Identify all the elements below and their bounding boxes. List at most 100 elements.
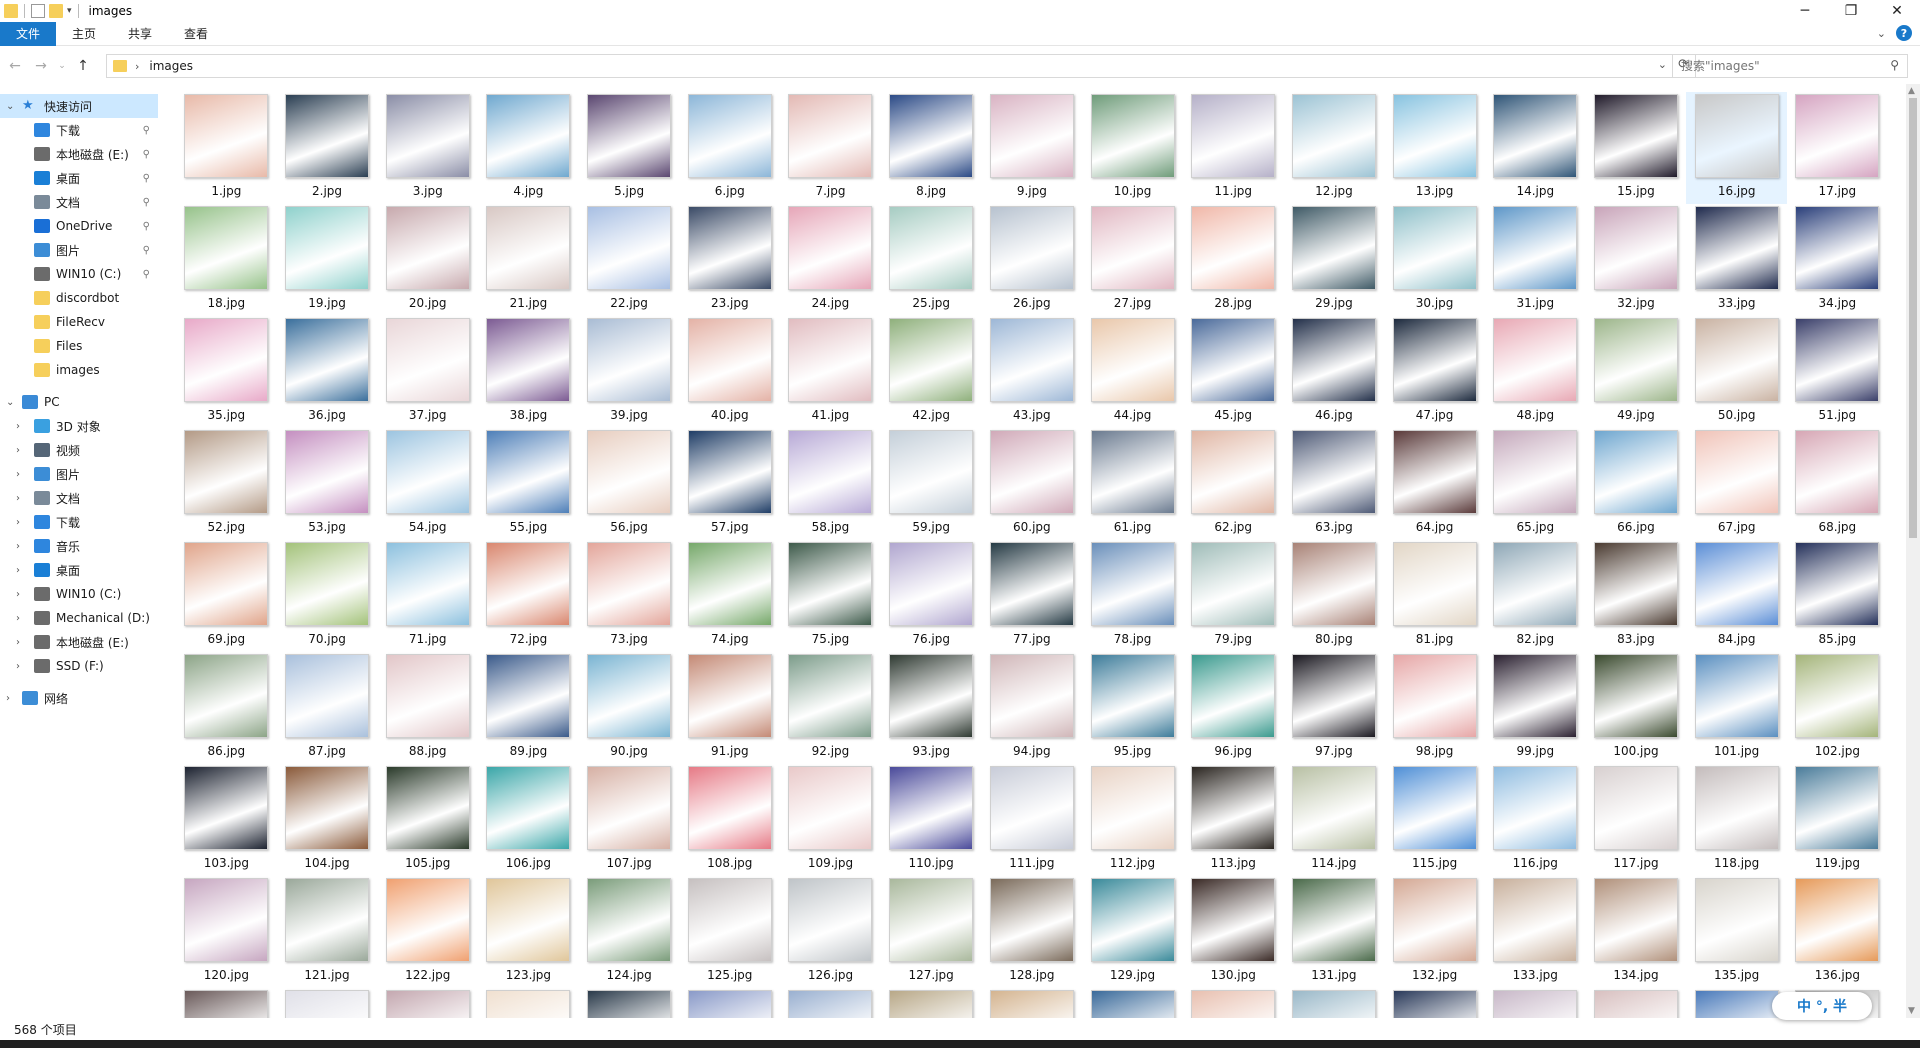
file-thumbnail[interactable]: 19.jpg [277, 204, 378, 316]
file-thumbnail[interactable]: 105.jpg [377, 764, 478, 876]
breadcrumb-current[interactable]: images [149, 59, 194, 73]
file-thumbnail[interactable]: 8.jpg [881, 92, 982, 204]
file-thumbnail[interactable]: 54.jpg [377, 428, 478, 540]
file-thumbnail[interactable]: 25.jpg [881, 204, 982, 316]
expand-icon[interactable]: › [6, 692, 10, 704]
sidebar-item-qa-3[interactable]: 文档 ⚲ [0, 190, 158, 214]
file-thumbnail[interactable] [881, 988, 982, 1018]
file-thumbnail[interactable]: 78.jpg [1082, 540, 1183, 652]
file-thumbnail[interactable]: 29.jpg [1284, 204, 1385, 316]
file-thumbnail[interactable]: 79.jpg [1183, 540, 1284, 652]
minimize-button[interactable]: ─ [1800, 3, 1810, 19]
file-thumbnail[interactable]: 126.jpg [780, 876, 881, 988]
properties-icon[interactable] [31, 4, 45, 18]
close-button[interactable]: ✕ [1891, 3, 1903, 19]
file-thumbnail[interactable]: 62.jpg [1183, 428, 1284, 540]
file-thumbnail[interactable]: 7.jpg [780, 92, 881, 204]
file-thumbnail[interactable]: 5.jpg [579, 92, 680, 204]
maximize-button[interactable]: ❐ [1844, 3, 1858, 19]
file-thumbnail[interactable]: 118.jpg [1686, 764, 1787, 876]
sidebar-item-pc-9[interactable]: › 本地磁盘 (E:) [0, 630, 158, 654]
sidebar-item-pc-10[interactable]: › SSD (F:) [0, 654, 158, 678]
file-thumbnail[interactable] [1183, 988, 1284, 1018]
tab-home[interactable]: 主页 [72, 27, 97, 41]
file-thumbnail[interactable]: 95.jpg [1082, 652, 1183, 764]
file-thumbnail[interactable] [1284, 988, 1385, 1018]
file-thumbnail[interactable]: 43.jpg [982, 316, 1083, 428]
sidebar-item-pc-2[interactable]: › 图片 [0, 462, 158, 486]
file-thumbnail[interactable]: 122.jpg [377, 876, 478, 988]
file-thumbnail[interactable]: 61.jpg [1082, 428, 1183, 540]
file-thumbnail[interactable]: 102.jpg [1787, 652, 1888, 764]
file-thumbnail[interactable]: 69.jpg [176, 540, 277, 652]
file-thumbnail[interactable]: 120.jpg [176, 876, 277, 988]
file-thumbnail[interactable]: 100.jpg [1586, 652, 1687, 764]
file-thumbnail[interactable]: 14.jpg [1485, 92, 1586, 204]
file-thumbnail[interactable]: 3.jpg [377, 92, 478, 204]
file-thumbnail[interactable]: 103.jpg [176, 764, 277, 876]
file-thumbnail[interactable]: 75.jpg [780, 540, 881, 652]
file-thumbnail[interactable]: 1.jpg [176, 92, 277, 204]
file-thumbnail[interactable]: 76.jpg [881, 540, 982, 652]
expand-icon[interactable]: › [16, 468, 20, 480]
file-thumbnail[interactable]: 74.jpg [679, 540, 780, 652]
recent-locations-button[interactable]: ⌄ [58, 61, 66, 71]
forward-button[interactable]: → [35, 58, 47, 74]
file-thumbnail[interactable]: 63.jpg [1284, 428, 1385, 540]
expand-icon[interactable]: › [16, 540, 20, 552]
sidebar-item-qa-5[interactable]: 图片 ⚲ [0, 238, 158, 262]
file-thumbnail[interactable]: 11.jpg [1183, 92, 1284, 204]
file-thumbnail[interactable]: 35.jpg [176, 316, 277, 428]
file-thumbnail[interactable]: 13.jpg [1384, 92, 1485, 204]
file-thumbnail[interactable]: 55.jpg [478, 428, 579, 540]
file-thumbnail[interactable]: 18.jpg [176, 204, 277, 316]
file-thumbnail[interactable]: 20.jpg [377, 204, 478, 316]
file-thumbnail[interactable]: 97.jpg [1284, 652, 1385, 764]
scroll-down-icon[interactable]: ▼ [1908, 1006, 1915, 1016]
file-thumbnail[interactable]: 58.jpg [780, 428, 881, 540]
file-thumbnail[interactable]: 38.jpg [478, 316, 579, 428]
file-thumbnail[interactable] [780, 988, 881, 1018]
file-thumbnail[interactable]: 24.jpg [780, 204, 881, 316]
collapse-icon[interactable]: ⌄ [6, 100, 15, 112]
file-thumbnail[interactable]: 41.jpg [780, 316, 881, 428]
file-thumbnail[interactable]: 113.jpg [1183, 764, 1284, 876]
sidebar-item-qa-4[interactable]: OneDrive ⚲ [0, 214, 158, 238]
file-thumbnail[interactable]: 37.jpg [377, 316, 478, 428]
file-thumbnail[interactable]: 16.jpg [1686, 92, 1787, 204]
file-thumbnail[interactable]: 30.jpg [1384, 204, 1485, 316]
file-thumbnail[interactable]: 6.jpg [679, 92, 780, 204]
file-thumbnail[interactable] [1384, 988, 1485, 1018]
pin-icon[interactable]: ⚲ [142, 148, 150, 160]
sidebar-item-pc[interactable]: ⌄ PC [0, 390, 158, 414]
file-thumbnail[interactable]: 57.jpg [679, 428, 780, 540]
address-bar[interactable]: › images ⌄ ⟳ [106, 54, 1696, 78]
file-thumbnail[interactable]: 77.jpg [982, 540, 1083, 652]
customize-toolbar-icon[interactable]: ▾ [67, 6, 72, 16]
file-thumbnail[interactable]: 32.jpg [1586, 204, 1687, 316]
file-thumbnail[interactable]: 34.jpg [1787, 204, 1888, 316]
expand-icon[interactable]: › [16, 564, 20, 576]
sidebar-item-pc-6[interactable]: › 桌面 [0, 558, 158, 582]
file-thumbnail[interactable]: 136.jpg [1787, 876, 1888, 988]
expand-icon[interactable]: › [16, 420, 20, 432]
expand-icon[interactable]: › [16, 516, 20, 528]
file-thumbnail[interactable]: 114.jpg [1284, 764, 1385, 876]
file-thumbnail[interactable]: 22.jpg [579, 204, 680, 316]
file-thumbnail[interactable] [1586, 988, 1687, 1018]
pin-icon[interactable]: ⚲ [142, 124, 150, 136]
scrollbar-thumb[interactable] [1909, 98, 1917, 538]
expand-icon[interactable]: › [16, 492, 20, 504]
file-thumbnail[interactable]: 15.jpg [1586, 92, 1687, 204]
sidebar-item-qa-2[interactable]: 桌面 ⚲ [0, 166, 158, 190]
file-thumbnail[interactable]: 123.jpg [478, 876, 579, 988]
expand-ribbon-icon[interactable]: ⌄ [1876, 26, 1886, 40]
sidebar-item-pc-5[interactable]: › 音乐 [0, 534, 158, 558]
file-thumbnail[interactable]: 98.jpg [1384, 652, 1485, 764]
expand-icon[interactable]: › [16, 444, 20, 456]
file-thumbnail[interactable]: 87.jpg [277, 652, 378, 764]
file-thumbnail[interactable]: 26.jpg [982, 204, 1083, 316]
file-thumbnail[interactable]: 52.jpg [176, 428, 277, 540]
file-thumbnail[interactable]: 101.jpg [1686, 652, 1787, 764]
expand-icon[interactable]: › [16, 588, 20, 600]
